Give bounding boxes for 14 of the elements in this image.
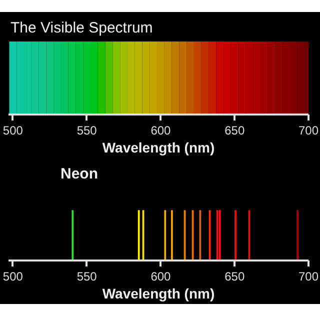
chart-title: Neon [60,166,98,182]
x-tick-label: 650 [224,124,245,138]
x-tick-label: 700 [298,270,319,284]
x-tick-label: 500 [2,124,24,138]
chart-title: The Visible Spectrum [10,20,153,36]
x-tick-label: 550 [76,270,98,284]
x-tick-label: 650 [224,270,245,284]
x-axis-title: Wavelength (nm) [102,140,215,156]
x-tick-label: 550 [76,124,98,138]
x-tick-label: 600 [150,270,172,284]
x-tick-label: 600 [150,124,172,138]
x-tick-label: 700 [298,124,319,138]
x-axis-title: Wavelength (nm) [102,286,215,302]
x-tick-label: 500 [2,270,24,284]
